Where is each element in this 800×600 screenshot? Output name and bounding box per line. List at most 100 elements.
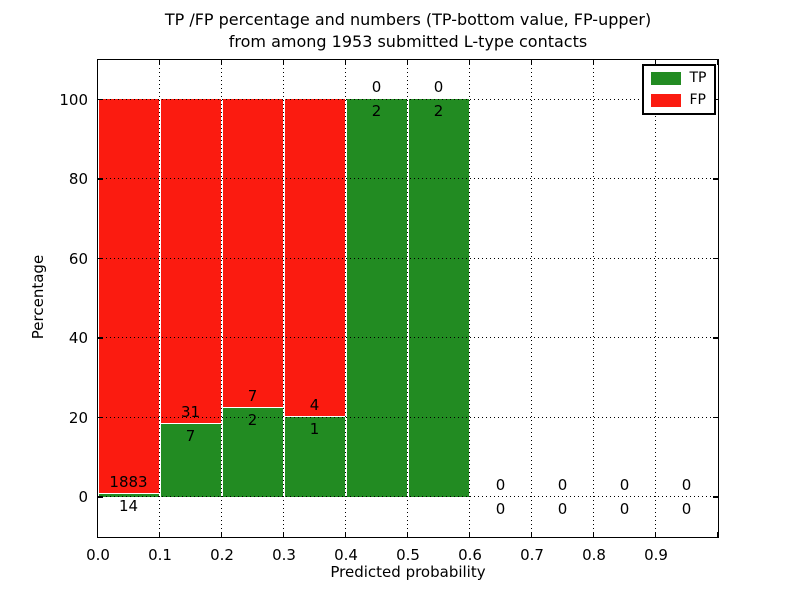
tp-count-label: 2 <box>433 102 444 121</box>
x-axis-tick <box>158 59 161 65</box>
tp-count-label: 0 <box>619 499 630 518</box>
y-axis-tick <box>712 416 718 418</box>
x-axis-tick <box>530 531 533 537</box>
x-tick-label: 0.6 <box>458 546 482 564</box>
chart-title-line2: from among 1953 submitted L-type contact… <box>228 32 588 51</box>
x-tick-label: 0.4 <box>334 546 358 564</box>
gridline-vertical <box>283 59 284 537</box>
legend: TP FP <box>641 63 716 115</box>
gridline-horizontal <box>97 98 718 100</box>
bar-fp <box>159 99 222 424</box>
y-tick-label: 80 <box>68 170 88 189</box>
bar-tp <box>159 423 222 497</box>
y-axis-tick <box>712 337 718 339</box>
x-tick-label: 0.8 <box>582 546 606 564</box>
gridline-vertical <box>159 59 160 537</box>
legend-label-tp: TP <box>689 69 707 86</box>
x-tick-label: 0.9 <box>644 546 668 564</box>
fp-count-label: 0 <box>371 78 382 97</box>
gridline-vertical <box>655 59 656 537</box>
x-axis-tick <box>96 59 99 65</box>
y-axis-tick <box>97 416 103 418</box>
gridline-horizontal <box>97 416 718 418</box>
y-tick-label: 40 <box>68 329 88 348</box>
x-tick-label: 0.1 <box>148 546 172 564</box>
x-axis-tick <box>220 59 223 65</box>
fp-count-label: 0 <box>619 475 630 494</box>
y-tick-label: 20 <box>68 408 88 427</box>
gridline-vertical <box>469 59 470 537</box>
x-axis-tick <box>96 531 99 537</box>
tp-count-label: 2 <box>371 102 382 121</box>
x-axis-tick <box>468 531 471 537</box>
x-tick-label: 0.7 <box>520 546 544 564</box>
x-axis-tick <box>406 531 409 537</box>
x-axis-tick <box>220 531 223 537</box>
x-axis-tick <box>344 531 347 537</box>
tp-count-label: 0 <box>557 499 568 518</box>
gridline-vertical <box>345 59 346 537</box>
y-axis-tick <box>712 178 718 180</box>
y-axis-tick <box>97 178 103 180</box>
plot-area: 1883 14 31 7 7 2 4 1 0 2 0 2 0 0 0 0 0 0 0 0 TP FP <box>96 58 719 538</box>
fp-count-label: 7 <box>247 387 258 406</box>
x-axis-tick <box>406 59 409 65</box>
x-axis-tick <box>530 59 533 65</box>
y-axis-label: Percentage <box>29 254 47 340</box>
x-axis-tick <box>592 531 595 537</box>
bar-tp <box>407 99 470 497</box>
legend-swatch-tp <box>650 71 681 85</box>
fp-count-label: 0 <box>681 475 692 494</box>
tp-count-label: 1 <box>309 420 320 439</box>
bar-fp <box>221 99 284 409</box>
y-axis-tick <box>712 496 718 498</box>
x-tick-label: 0.2 <box>210 546 234 564</box>
x-tick-label: 0.3 <box>272 546 296 564</box>
x-axis-tick <box>158 531 161 537</box>
y-axis-tick <box>97 496 103 498</box>
fp-count-label: 1883 <box>109 472 148 491</box>
bar-fp <box>97 99 160 494</box>
x-tick-label: 0.5 <box>396 546 420 564</box>
y-axis-tick <box>712 257 718 259</box>
y-axis-tick <box>97 257 103 259</box>
legend-label-fp: FP <box>689 91 707 108</box>
bar-tp <box>283 417 346 497</box>
y-tick-label: 60 <box>68 249 88 268</box>
legend-row-fp: FP <box>650 91 707 108</box>
x-axis-tick <box>716 531 719 537</box>
tp-count-label: 14 <box>118 496 139 515</box>
gridline-horizontal <box>97 178 718 180</box>
tp-count-label: 0 <box>681 499 692 518</box>
fp-count-label: 0 <box>495 475 506 494</box>
x-axis-tick <box>654 531 657 537</box>
x-axis-tick <box>654 59 657 65</box>
gridline-vertical <box>221 59 222 537</box>
tp-count-label: 7 <box>185 426 196 445</box>
x-tick-label: 0.0 <box>86 546 110 564</box>
gridline-horizontal <box>97 337 718 339</box>
y-tick-label: 0 <box>78 488 88 507</box>
gridline-vertical <box>531 59 532 537</box>
x-axis-label: Predicted probability <box>330 563 486 581</box>
y-tick-label: 100 <box>59 90 88 109</box>
bar-tp <box>221 408 284 497</box>
chart-title-line1: TP /FP percentage and numbers (TP-bottom… <box>164 10 652 29</box>
x-axis-tick <box>716 59 719 65</box>
fp-count-label: 0 <box>433 78 444 97</box>
x-axis-tick <box>592 59 595 65</box>
gridline-vertical <box>407 59 408 537</box>
x-axis-tick <box>468 59 471 65</box>
gridline-horizontal <box>97 257 718 259</box>
y-axis-tick <box>97 98 103 100</box>
fp-count-label: 31 <box>180 402 201 421</box>
gridline-horizontal <box>97 496 718 498</box>
x-axis-tick <box>344 59 347 65</box>
legend-swatch-fp <box>650 93 681 107</box>
bar-tp <box>345 99 408 497</box>
legend-row-tp: TP <box>650 69 707 86</box>
tp-count-label: 0 <box>495 499 506 518</box>
x-axis-tick <box>282 59 285 65</box>
fp-count-label: 0 <box>557 475 568 494</box>
